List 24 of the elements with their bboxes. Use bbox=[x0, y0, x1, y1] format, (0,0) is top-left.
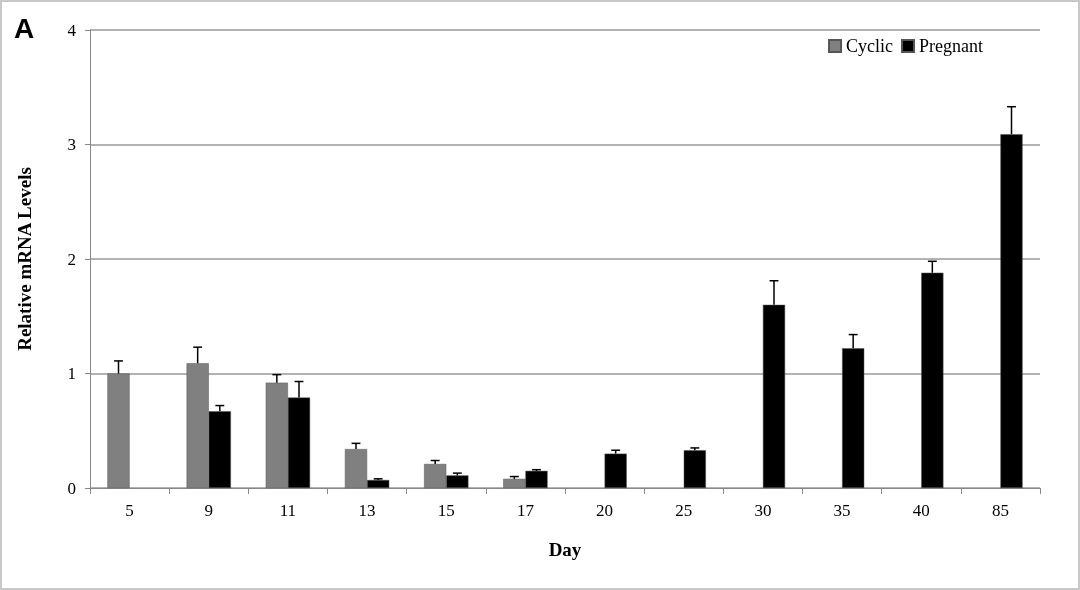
text: A bbox=[14, 12, 35, 44]
y-tick-label: 0 bbox=[67, 478, 76, 498]
x-tick-label: 35 bbox=[833, 501, 851, 520]
y-axis-title: Relative mRNA Levels bbox=[14, 167, 35, 351]
legend-label: Cyclic bbox=[846, 36, 894, 56]
y-tick-label: 3 bbox=[67, 135, 76, 154]
legend-label: Pregnant bbox=[919, 36, 983, 56]
y-tick-label: 2 bbox=[67, 249, 76, 269]
x-tick-label: 9 bbox=[204, 501, 213, 520]
y-tick-label: 1 bbox=[67, 364, 76, 383]
x-tick-label: 11 bbox=[279, 501, 297, 520]
x-tick-label: 13 bbox=[358, 501, 376, 520]
x-tick-label: 15 bbox=[437, 501, 455, 520]
y-tick-label: 4 bbox=[67, 20, 77, 40]
x-axis-title: Day bbox=[548, 539, 582, 560]
x-tick-label: 85 bbox=[991, 501, 1009, 520]
x-tick-label: 17 bbox=[516, 501, 535, 520]
bar bbox=[683, 450, 706, 488]
x-tick-label: 5 bbox=[125, 501, 134, 520]
x-tick-label: 40 bbox=[912, 501, 930, 520]
x-tick-label: 25 bbox=[675, 501, 693, 520]
bar bbox=[604, 453, 627, 488]
x-tick-label: 20 bbox=[596, 501, 614, 520]
x-tick-label: 30 bbox=[754, 501, 772, 520]
